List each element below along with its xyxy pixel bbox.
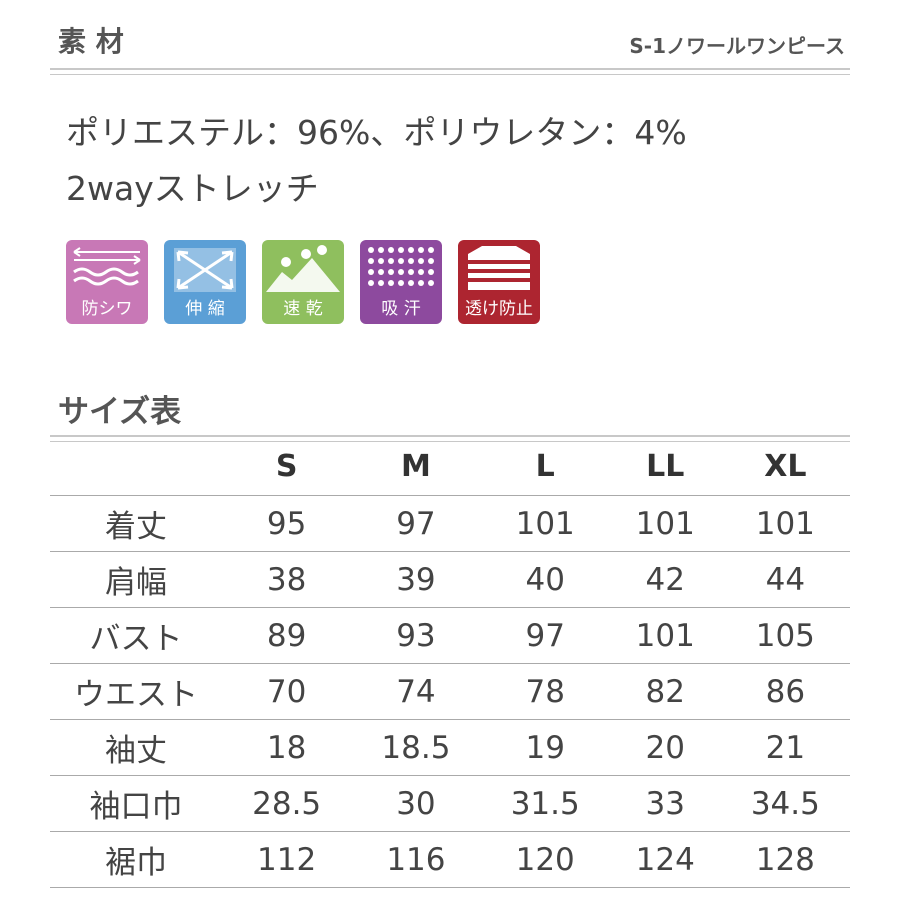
cell: 20 [609,719,721,776]
cell: 101 [609,495,721,552]
cell: 21 [720,719,850,776]
cell: 101 [609,607,721,664]
cell: 31.5 [480,775,610,832]
cell: 19 [480,719,610,776]
section-title: サイズ表 [58,394,182,430]
icon-graphic [368,247,434,286]
cell: 93 [351,607,481,664]
size-table: S M L LL XL 着丈 95 97 101 101 101 肩幅 38 39 40 42 44 バスト 89 9… [50,438,850,888]
section-title: 素 材 [58,25,124,58]
cell: 39 [351,551,481,608]
feature-icon: 速 乾 [262,240,344,324]
cell: 101 [720,495,850,552]
icon-graphic [468,246,530,290]
cell: 105 [720,607,850,664]
feature-icon: 伸 縮 [164,240,246,324]
cell: 101 [480,495,610,552]
cell: 42 [609,551,721,608]
cell: 124 [609,831,721,888]
size-row: 裾巾 112 116 120 124 128 [50,831,850,888]
size-row: 着丈 95 97 101 101 101 [50,495,850,552]
feature-label: 防シワ [81,299,133,319]
header-row: S M L LL XL [50,438,850,496]
cell: 116 [351,831,481,888]
size-row: バスト 89 93 97 101 105 [50,607,850,664]
cell: 34.5 [720,775,850,832]
cell: 95 [222,495,352,552]
size-row: 袖口巾 28.5 30 31.5 33 34.5 [50,775,850,832]
size-row: 袖丈 18 18.5 19 20 21 [50,719,850,776]
size-header: LL [609,438,721,496]
feature-label: 伸 縮 [185,299,225,319]
cell: 44 [720,551,850,608]
size-row: ウエスト 70 74 78 82 86 [50,663,850,720]
feature-label: 透け防止 [465,299,533,319]
feature-icon: 防シワ [66,240,148,324]
cell: 30 [351,775,481,832]
icon-graphic [174,248,236,292]
cell: 128 [720,831,850,888]
feature-label: 速 乾 [283,299,323,319]
material-text: ポリエステル：96%、ポリウレタン：4% [66,113,687,152]
cell: 18 [222,719,352,776]
cell: 78 [480,663,610,720]
feature-label: 吸 汗 [381,299,421,319]
row-label: 袖口巾 [50,775,222,832]
cell: 70 [222,663,352,720]
size-header: M [351,438,481,496]
cell: 40 [480,551,610,608]
size-header: XL [720,438,850,496]
icon-graphic [73,247,141,286]
cell: 74 [351,663,481,720]
icon-graphic [266,245,340,292]
size-row: 肩幅 38 39 40 42 44 [50,551,850,608]
cell: 97 [351,495,481,552]
row-label: 裾巾 [50,831,222,888]
cell: 28.5 [222,775,352,832]
cell: 97 [480,607,610,664]
row-label: ウエスト [50,663,222,720]
size-header: L [480,438,610,496]
cell: 38 [222,551,352,608]
cell: 112 [222,831,352,888]
divider [50,68,850,75]
feature-icon: 吸 汗 [360,240,442,324]
size-header: S [222,438,352,496]
cell: 89 [222,607,352,664]
material-text: 2wayストレッチ [66,169,319,208]
row-label: 肩幅 [50,551,222,608]
product-name: S-1ノワールワンピース [629,34,845,58]
row-label: バスト [50,607,222,664]
corner [50,438,222,496]
cell: 18.5 [351,719,481,776]
row-label: 袖丈 [50,719,222,776]
feature-icon: 透け防止 [458,240,540,324]
cell: 120 [480,831,610,888]
cell: 82 [609,663,721,720]
cell: 33 [609,775,721,832]
cell: 86 [720,663,850,720]
row-label: 着丈 [50,495,222,552]
